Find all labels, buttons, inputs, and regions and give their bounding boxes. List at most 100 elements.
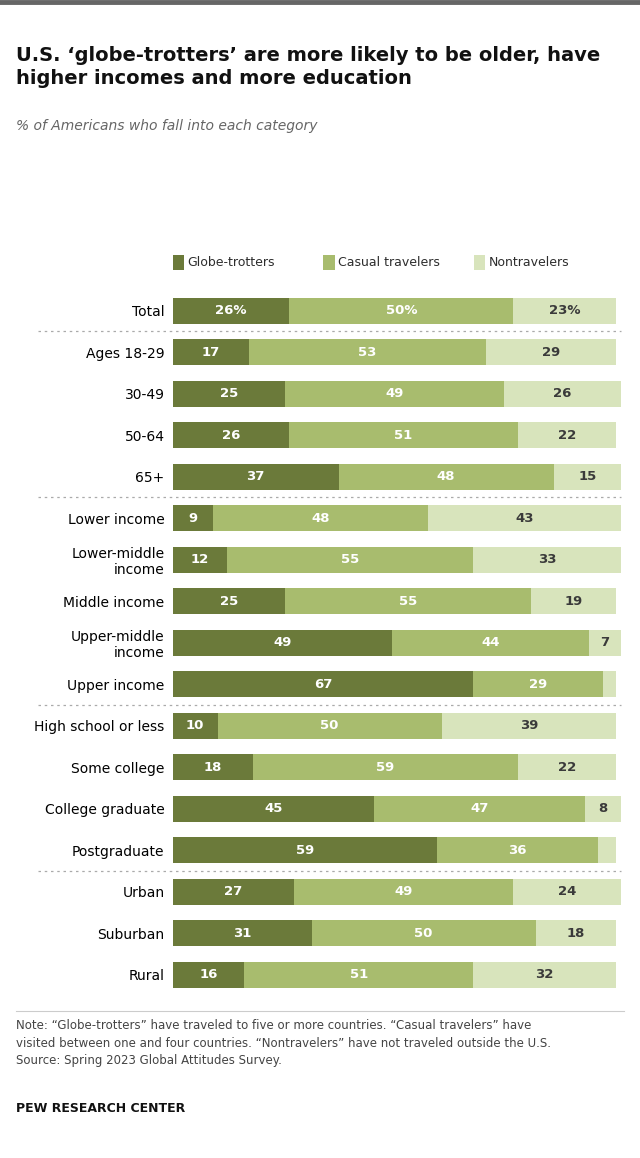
- Bar: [312, 921, 536, 946]
- Bar: [392, 630, 589, 655]
- Text: 7: 7: [600, 636, 610, 650]
- Text: 25: 25: [220, 595, 238, 608]
- Bar: [213, 505, 428, 532]
- Text: 26: 26: [222, 428, 240, 441]
- Bar: [442, 713, 616, 739]
- Text: U.S. ‘globe-trotters’ are more likely to be older, have
higher incomes and more : U.S. ‘globe-trotters’ are more likely to…: [16, 46, 600, 88]
- Text: 17: 17: [202, 346, 220, 359]
- Bar: [289, 423, 518, 448]
- Bar: [504, 381, 621, 406]
- Text: 12: 12: [191, 554, 209, 566]
- Text: 24: 24: [558, 885, 576, 899]
- Text: 32: 32: [536, 968, 554, 981]
- Text: 27: 27: [224, 885, 243, 899]
- Text: 26: 26: [554, 387, 572, 401]
- Text: 9: 9: [188, 512, 198, 525]
- Text: 15: 15: [578, 470, 596, 483]
- Text: 16: 16: [200, 968, 218, 981]
- Bar: [518, 423, 616, 448]
- Bar: [173, 588, 285, 614]
- Text: 50: 50: [415, 926, 433, 939]
- Bar: [589, 630, 621, 655]
- Text: 47: 47: [470, 802, 489, 815]
- Text: 37: 37: [246, 470, 265, 483]
- Text: 10: 10: [186, 719, 204, 732]
- Bar: [173, 879, 294, 904]
- Bar: [513, 298, 616, 323]
- Bar: [173, 672, 473, 697]
- Bar: [473, 962, 616, 988]
- Bar: [244, 962, 473, 988]
- Bar: [227, 547, 473, 572]
- Bar: [218, 713, 442, 739]
- Bar: [285, 381, 504, 406]
- Text: 44: 44: [482, 636, 500, 650]
- Text: 31: 31: [233, 926, 252, 939]
- Text: 50: 50: [321, 719, 339, 732]
- Text: Nontravelers: Nontravelers: [488, 256, 569, 269]
- Bar: [173, 298, 289, 323]
- Bar: [289, 298, 513, 323]
- Text: 48: 48: [312, 512, 330, 525]
- Bar: [473, 672, 603, 697]
- Text: 50%: 50%: [385, 305, 417, 317]
- Text: 39: 39: [520, 719, 538, 732]
- Bar: [473, 547, 621, 572]
- Bar: [518, 754, 616, 780]
- Text: 48: 48: [437, 470, 455, 483]
- Text: 33: 33: [538, 554, 556, 566]
- Bar: [173, 464, 339, 490]
- Text: 25: 25: [220, 387, 238, 401]
- Bar: [603, 672, 616, 697]
- Bar: [294, 879, 513, 904]
- Text: 49: 49: [394, 885, 413, 899]
- Text: 49: 49: [273, 636, 292, 650]
- Text: % of Americans who fall into each category: % of Americans who fall into each catego…: [16, 119, 317, 133]
- Text: 51: 51: [349, 968, 368, 981]
- Bar: [531, 588, 616, 614]
- Text: 51: 51: [394, 428, 413, 441]
- Bar: [428, 505, 621, 532]
- Bar: [374, 796, 585, 821]
- Bar: [173, 837, 437, 863]
- Text: 59: 59: [376, 761, 395, 774]
- Text: 8: 8: [598, 802, 607, 815]
- Text: PEW RESEARCH CENTER: PEW RESEARCH CENTER: [16, 1102, 185, 1115]
- Text: 22: 22: [558, 428, 576, 441]
- Bar: [173, 381, 285, 406]
- Bar: [513, 879, 621, 904]
- Text: 49: 49: [385, 387, 404, 401]
- Text: 59: 59: [296, 844, 314, 857]
- Text: 29: 29: [529, 677, 547, 690]
- Bar: [253, 754, 518, 780]
- Text: 29: 29: [542, 346, 561, 359]
- Text: 36: 36: [509, 844, 527, 857]
- Text: 43: 43: [515, 512, 534, 525]
- Text: 45: 45: [264, 802, 283, 815]
- Text: 23%: 23%: [549, 305, 580, 317]
- Bar: [173, 630, 392, 655]
- Bar: [437, 837, 598, 863]
- Bar: [173, 754, 253, 780]
- Bar: [249, 339, 486, 365]
- Text: 19: 19: [564, 595, 583, 608]
- Text: 18: 18: [204, 761, 222, 774]
- Bar: [173, 547, 227, 572]
- Bar: [173, 713, 218, 739]
- Bar: [554, 464, 621, 490]
- Bar: [339, 464, 554, 490]
- Text: Globe-trotters: Globe-trotters: [188, 256, 275, 269]
- Bar: [173, 962, 244, 988]
- Text: Note: “Globe-trotters” have traveled to five or more countries. “Casual traveler: Note: “Globe-trotters” have traveled to …: [16, 1019, 551, 1067]
- Bar: [598, 837, 616, 863]
- Bar: [173, 796, 374, 821]
- Text: 18: 18: [567, 926, 585, 939]
- Text: 22: 22: [558, 761, 576, 774]
- Bar: [173, 423, 289, 448]
- Text: Casual travelers: Casual travelers: [338, 256, 440, 269]
- Text: 26%: 26%: [215, 305, 247, 317]
- Text: 55: 55: [340, 554, 359, 566]
- Bar: [173, 505, 213, 532]
- Bar: [486, 339, 616, 365]
- Text: 67: 67: [314, 677, 332, 690]
